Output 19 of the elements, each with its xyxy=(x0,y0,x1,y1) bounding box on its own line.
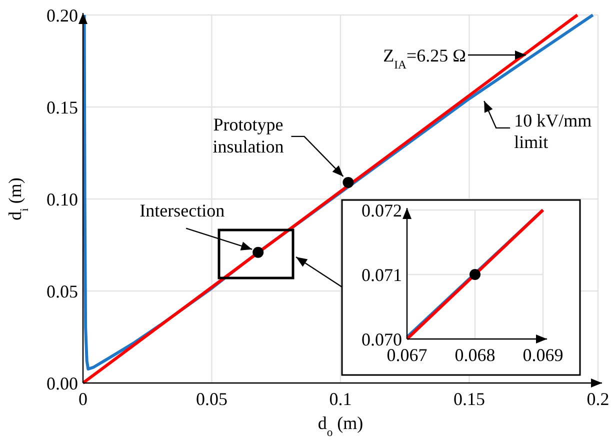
x-tick-label: 0.15 xyxy=(454,389,485,409)
y-tick-label: 0.00 xyxy=(46,373,78,394)
annotation: 10 kV/mm limit xyxy=(514,110,592,152)
x-axis-title: d$_{o}$ (m) xyxy=(318,413,364,438)
x-tick-label: 0.1 xyxy=(329,389,352,409)
annotation: Z$_{IA}$=6.25 Ω xyxy=(383,45,466,71)
y-tick-label: 0.10 xyxy=(46,189,78,210)
x-tick-label: 0 xyxy=(78,389,88,409)
annotation: Prototype insulation xyxy=(212,114,284,156)
y-tick-label: 0.05 xyxy=(46,281,78,302)
x-tick-label: 0.068 xyxy=(454,345,496,365)
x-tick-label: 0.069 xyxy=(522,345,564,365)
y-tick-label: 0.072 xyxy=(362,200,402,220)
y-tick-label: 0.15 xyxy=(46,97,78,118)
annotation: Intersection xyxy=(140,200,225,221)
x-tick-label: 0.2 xyxy=(586,389,610,409)
x-tick-label: 0.05 xyxy=(196,389,228,409)
y-tick-label: 0.20 xyxy=(46,5,78,26)
y-tick-label: 0.071 xyxy=(362,264,402,285)
